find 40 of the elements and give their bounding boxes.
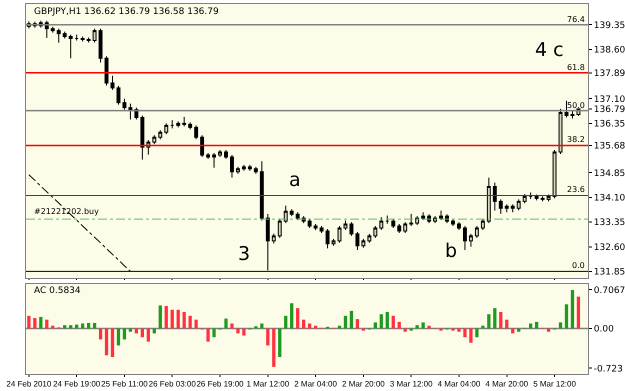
x-tick-label: 4 Mar 20:00 bbox=[485, 380, 529, 389]
annotation: 50.0 bbox=[567, 101, 585, 110]
annotation: 23.6 bbox=[567, 185, 585, 194]
x-tick-label: 24 Feb 2010 bbox=[6, 380, 52, 389]
annotation: 61.8 bbox=[567, 63, 585, 72]
x-tick-label: 24 Feb 19:00 bbox=[53, 380, 101, 389]
y-tick-label: 136.79 bbox=[594, 105, 625, 116]
y-tick-label: 138.60 bbox=[594, 46, 625, 56]
x-tick-label: 2 Mar 04:00 bbox=[294, 380, 338, 389]
y-tick-label: 0.7067 bbox=[594, 286, 625, 296]
y-tick-label: 136.35 bbox=[594, 120, 625, 130]
ref-line-label: #21221202.buy bbox=[34, 207, 100, 216]
annotation: a bbox=[289, 169, 301, 191]
chart-title: GBPJPY,H1 136.62 136.79 136.58 136.79 bbox=[34, 7, 219, 17]
x-tick-label: 5 Mar 12:00 bbox=[533, 380, 576, 389]
y-tick-label: 0.00 bbox=[594, 324, 614, 335]
annotation: b bbox=[445, 240, 458, 262]
y-tick-label: 139.35 bbox=[594, 20, 625, 31]
annotation: 0.0 bbox=[572, 261, 585, 270]
annotation: 38.2 bbox=[567, 135, 585, 144]
x-tick-label: 3 Mar 12:00 bbox=[390, 380, 434, 389]
annotation: 4 c bbox=[535, 39, 564, 61]
y-tick-label: 133.35 bbox=[594, 218, 625, 228]
y-tick-label: 132.60 bbox=[594, 242, 625, 253]
x-tick-label: 1 Mar 12:00 bbox=[246, 380, 290, 389]
chart-title: AC 0.5834 bbox=[34, 286, 81, 296]
y-tick-label: 134.85 bbox=[594, 168, 625, 179]
y-tick-label: 135.68 bbox=[594, 142, 625, 152]
x-tick-label: 2 Mar 20:00 bbox=[342, 380, 386, 389]
x-tick-label: 26 Feb 03:00 bbox=[148, 380, 196, 389]
y-tick-label: 137.89 bbox=[594, 68, 625, 79]
y-tick-label: 137.10 bbox=[594, 94, 625, 105]
annotation: 3 bbox=[238, 243, 250, 265]
x-tick-label: 25 Feb 11:00 bbox=[101, 380, 148, 389]
y-tick-label: -0.723 bbox=[594, 364, 623, 374]
annotation: 76.4 bbox=[567, 15, 585, 24]
x-tick-label: 26 Feb 19:00 bbox=[196, 380, 244, 389]
x-tick-label: 4 Mar 04:00 bbox=[438, 380, 481, 389]
y-tick-label: 134.10 bbox=[594, 194, 625, 204]
y-tick-label: 131.85 bbox=[594, 268, 625, 278]
